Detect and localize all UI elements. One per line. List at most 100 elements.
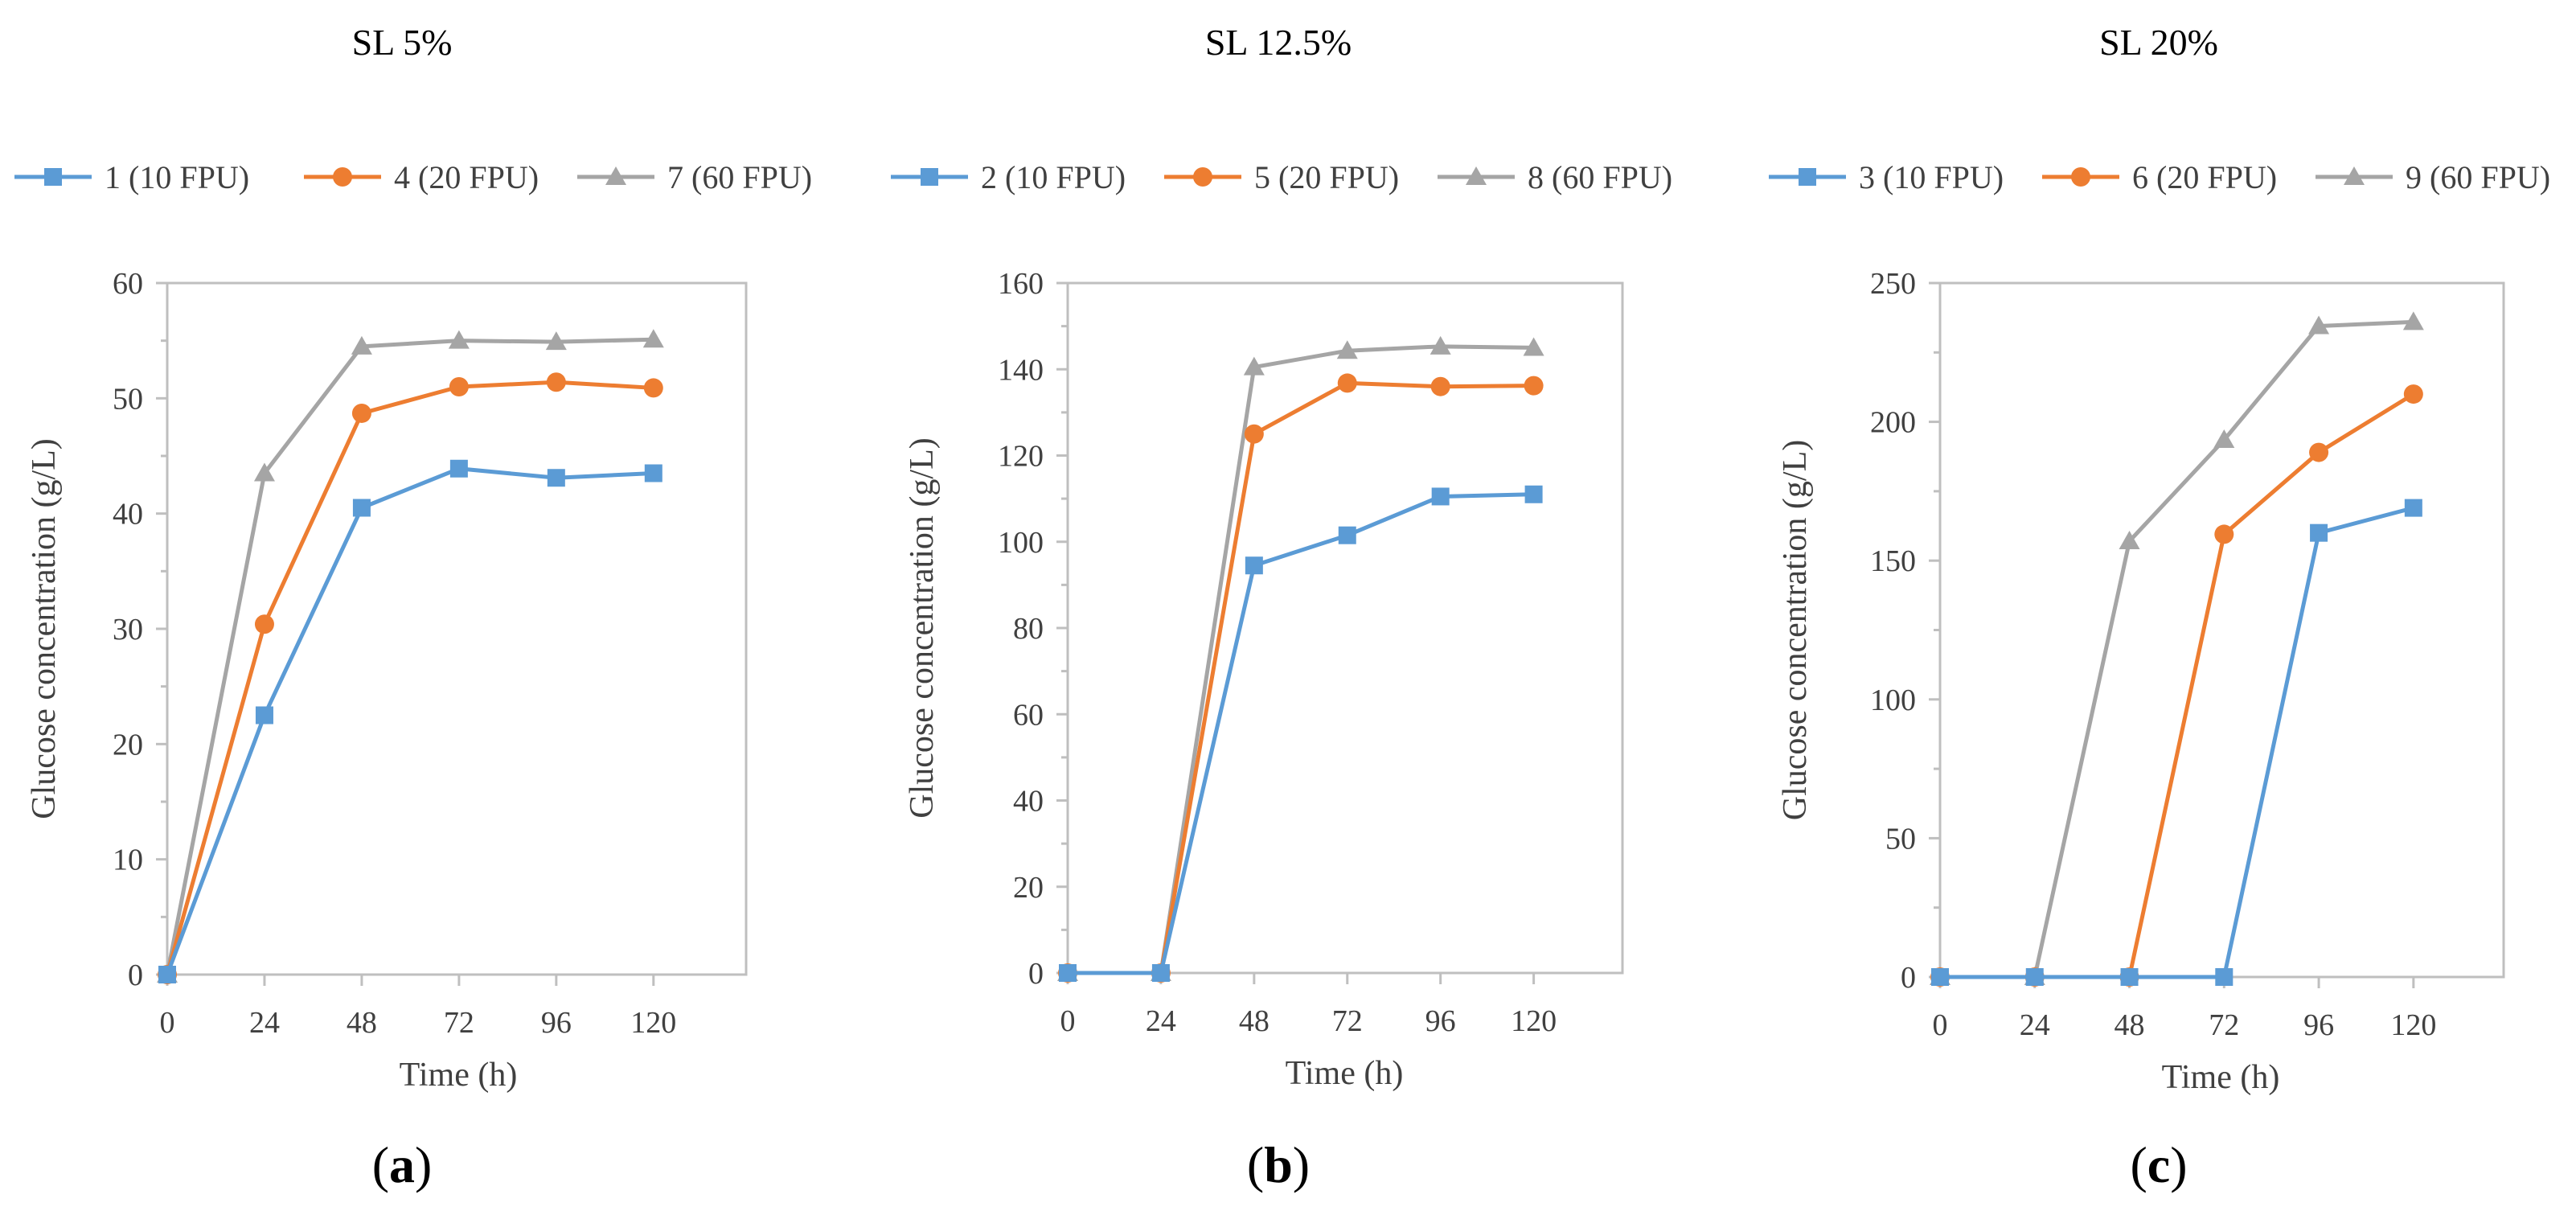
data-point [643, 378, 663, 398]
x-axis-title: Time (h) [400, 1057, 518, 1094]
data-point [253, 462, 275, 482]
data-point [1524, 485, 1543, 503]
x-tick-label: 96 [541, 1006, 572, 1040]
data-point [1523, 337, 1544, 356]
x-tick-label: 72 [444, 1006, 474, 1040]
y-tick-label: 60 [113, 267, 143, 301]
panel-label: (c) [2130, 1136, 2187, 1193]
data-point [1431, 487, 1450, 506]
data-point [158, 966, 176, 983]
y-axis-title: Glucose concentration (g/L) [1777, 440, 1814, 820]
panel-label: (b) [1247, 1136, 1310, 1193]
y-tick-label: 200 [1870, 406, 1916, 440]
y-tick-label: 80 [1013, 612, 1044, 646]
x-tick-label: 120 [1511, 1004, 1557, 1038]
data-point [547, 469, 565, 487]
data-point [351, 335, 372, 355]
data-point [2119, 531, 2140, 550]
x-tick-label: 96 [2303, 1008, 2334, 1042]
data-point [1245, 556, 1263, 575]
y-tick-label: 140 [998, 353, 1044, 387]
x-tick-label: 72 [2209, 1008, 2239, 1042]
data-point [351, 403, 371, 423]
data-point [2308, 315, 2330, 335]
data-point [2120, 968, 2139, 986]
data-point [1336, 340, 1358, 359]
x-axis-title: Time (h) [2162, 1059, 2280, 1096]
data-point [2025, 968, 2044, 986]
legend-marker-1 [44, 168, 62, 186]
y-tick-label: 0 [1901, 961, 1916, 995]
legend-label-2: 6 (20 FPU) [2132, 159, 2277, 195]
chart-panel-b: SL 12.5% 2 (10 FPU) 5 (20 FPU) 8 (60 FPU) 0 2… [891, 22, 1672, 1193]
x-tick-label: 120 [2390, 1008, 2436, 1042]
data-point [546, 372, 566, 392]
panel-label-letter: b [1264, 1136, 1293, 1193]
y-tick-label: 120 [998, 440, 1044, 474]
chart-title: SL 20% [2099, 22, 2218, 63]
y-tick-label: 100 [998, 526, 1044, 560]
data-point [2309, 442, 2329, 462]
series-line-1 [165, 466, 654, 975]
x-tick-label: 0 [160, 1006, 175, 1040]
legend-marker-3 [605, 166, 626, 185]
data-point [2213, 429, 2235, 449]
legend-label-3: 7 (60 FPU) [667, 159, 812, 195]
legend-marker-3 [2344, 166, 2365, 185]
panel-label-close: ) [415, 1136, 432, 1193]
series-line-2 [165, 380, 654, 975]
y-tick-label: 60 [1013, 698, 1044, 732]
x-tick-label: 72 [1332, 1004, 1363, 1038]
panel-label-close: ) [1293, 1136, 1310, 1193]
data-point [352, 499, 371, 517]
legend-marker-2 [333, 167, 352, 187]
legend-marker-3 [1466, 166, 1487, 185]
panel-label-open: ( [2130, 1136, 2147, 1193]
series-line-2 [1940, 392, 2415, 979]
y-tick-label: 10 [113, 844, 143, 877]
panel-label-close: ) [2170, 1136, 2187, 1193]
y-tick-label: 20 [113, 728, 143, 761]
chart-panel-c: SL 20% 3 (10 FPU) 6 (20 FPU) 9 (60 FPU) 0 50 1… [1769, 22, 2550, 1193]
x-tick-label: 0 [1933, 1008, 1948, 1042]
legend-label-2: 4 (20 FPU) [394, 159, 539, 195]
y-tick-label: 40 [113, 498, 143, 532]
chart-title: SL 5% [352, 22, 453, 63]
y-tick-label: 150 [1870, 544, 1916, 578]
data-point [1524, 376, 1544, 396]
legend-marker-1 [921, 168, 938, 186]
x-tick-label: 48 [347, 1006, 377, 1040]
y-axis-title: Glucose concentration (g/L) [26, 438, 63, 819]
x-tick-label: 24 [249, 1006, 280, 1040]
y-tick-label: 100 [1870, 683, 1916, 717]
data-point [2403, 384, 2423, 404]
series-line-3 [165, 337, 654, 975]
data-point [1059, 964, 1077, 982]
data-point [545, 331, 567, 351]
data-point [1243, 356, 1265, 376]
data-point [644, 464, 662, 482]
chart-panel-a: SL 5% 1 (10 FPU) 4 (20 FPU) 7 (60 FPU) 0 10 20… [14, 22, 812, 1193]
panel-label-open: ( [372, 1136, 389, 1193]
data-point [2402, 311, 2424, 330]
y-axis-title: Glucose concentration (g/L) [904, 437, 941, 818]
y-tick-label: 0 [128, 959, 143, 992]
data-point [642, 329, 664, 348]
data-point [1338, 526, 1356, 544]
y-tick-label: 50 [1885, 822, 1916, 856]
x-tick-label: 0 [1060, 1004, 1076, 1038]
y-tick-label: 20 [1013, 871, 1044, 905]
x-tick-label: 120 [630, 1006, 676, 1040]
data-point [1244, 424, 1264, 444]
x-tick-label: 24 [1146, 1004, 1176, 1038]
chart-title: SL 12.5% [1205, 22, 1352, 63]
data-point [448, 330, 470, 349]
data-point [449, 377, 469, 396]
x-tick-label: 24 [2020, 1008, 2050, 1042]
x-axis-title: Time (h) [1286, 1055, 1404, 1092]
data-point [1931, 968, 1949, 986]
legend-marker-1 [1799, 168, 1816, 186]
y-tick-label: 30 [113, 613, 143, 647]
x-tick-label: 48 [1239, 1004, 1270, 1038]
